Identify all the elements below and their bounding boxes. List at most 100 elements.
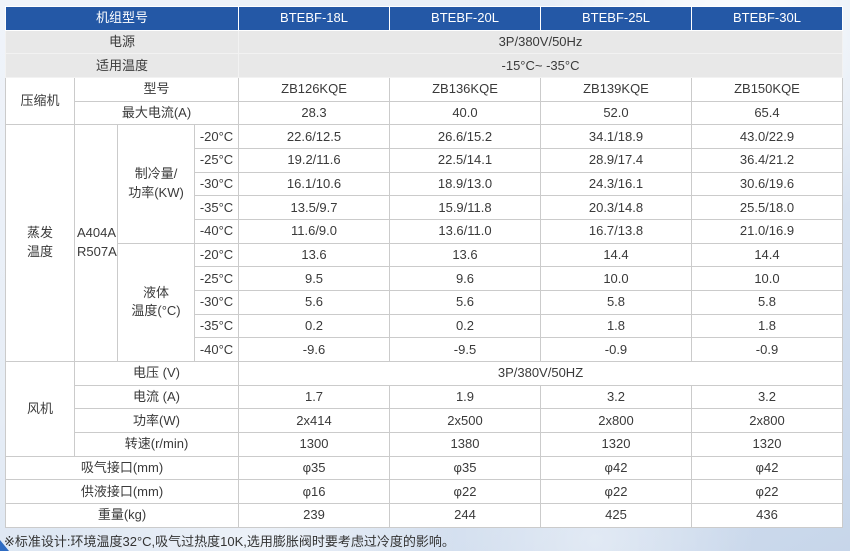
value-cell: 5.8	[690, 290, 844, 315]
liquid-label-line1: 液体	[142, 284, 169, 300]
cooling-row: -40°C 11.6/9.0 13.6/11.0 16.7/13.8 21.0/…	[6, 219, 844, 244]
value-cell: 425	[539, 503, 692, 528]
value-cell: 1.9	[389, 384, 541, 410]
value-cell: 244	[389, 503, 541, 528]
liquid-label-line2: 温度(°C)	[131, 303, 181, 319]
temp-label: -35°C	[193, 313, 240, 339]
weight-label: 重量(kg)	[4, 503, 240, 528]
value-cell: 0.2	[389, 313, 541, 339]
value-cell: 10.0	[690, 266, 844, 292]
liquid-row: 液体 温度(°C) -20°C 13.6 13.6 14.4 14.4	[6, 242, 844, 363]
liquid-row: -25°C 9.5 9.6 10.0 10.0	[6, 266, 844, 292]
unit-model-header: 机组型号	[4, 6, 240, 31]
value-cell: 13.6	[238, 242, 390, 268]
corner-triangle-decoration	[0, 540, 9, 551]
value-cell: 2x500	[389, 408, 541, 434]
temp-range-value: -15°C~ -35°C	[238, 53, 843, 79]
model-header-20l: BTEBF-20L	[389, 6, 541, 31]
value-cell: 24.3/16.1	[539, 171, 692, 197]
refrigerant-line2: R507A	[77, 244, 117, 260]
fan-speed-label: 转速(r/min)	[73, 432, 240, 457]
value-cell: -9.5	[389, 337, 541, 363]
temp-label: -40°C	[193, 219, 240, 244]
suction-port-label: 吸气接口(mm)	[4, 455, 240, 481]
value-cell: 1.8	[690, 313, 844, 339]
temp-label: -20°C	[193, 242, 240, 268]
weight-row: 重量(kg) 239 244 425 436	[4, 503, 844, 528]
value-cell: 22.6/12.5	[238, 124, 390, 150]
value-cell: 21.0/16.9	[690, 219, 844, 244]
temp-range-label: 适用温度	[4, 53, 240, 79]
cooling-label-line1: 制冷量/	[134, 166, 178, 182]
value-cell: 9.5	[238, 266, 390, 292]
fan-current-row: 电流 (A) 1.7 1.9 3.2 3.2	[6, 384, 844, 410]
value-cell: 22.5/14.1	[389, 148, 541, 173]
value-cell: 52.0	[539, 100, 692, 126]
value-cell: φ42	[690, 455, 844, 481]
temp-label: -25°C	[193, 148, 240, 173]
value-cell: 13.5/9.7	[238, 195, 390, 221]
value-cell: ZB126KQE	[238, 77, 390, 102]
value-cell: 5.6	[238, 290, 390, 315]
cooling-label-line2: 功率(KW)	[128, 185, 184, 201]
cooling-row: -35°C 13.5/9.7 15.9/11.8 20.3/14.8 25.5/…	[6, 195, 844, 221]
value-cell: 5.8	[539, 290, 692, 315]
value-cell: 2x414	[238, 408, 390, 434]
compressor-section-label: 压缩机	[5, 77, 75, 126]
value-cell: 0.2	[238, 313, 390, 339]
value-cell: 19.2/11.6	[238, 148, 390, 173]
value-cell: 30.6/19.6	[690, 171, 844, 197]
model-header-25l: BTEBF-25L	[539, 6, 692, 31]
value-cell: 16.1/10.6	[238, 171, 390, 197]
value-cell: 18.9/13.0	[389, 171, 541, 197]
value-cell: φ22	[389, 479, 541, 505]
temp-label: -30°C	[193, 171, 240, 197]
cooling-capacity-label: 制冷量/ 功率(KW)	[117, 124, 195, 244]
compressor-current-label: 最大电流(A)	[73, 100, 240, 126]
value-cell: 1380	[389, 432, 541, 457]
fan-power-label: 功率(W)	[73, 408, 240, 434]
value-cell: -9.6	[238, 337, 390, 363]
value-cell: 1320	[690, 432, 844, 457]
value-cell: 43.0/22.9	[690, 124, 844, 150]
fan-power-row: 功率(W) 2x414 2x500 2x800 2x800	[6, 408, 844, 434]
value-cell: 3.2	[539, 384, 692, 410]
header-row: 机组型号 BTEBF-18L BTEBF-20L BTEBF-25L BTEBF…	[4, 6, 844, 31]
temp-label: -25°C	[193, 266, 240, 292]
fan-voltage-value: 3P/380V/50HZ	[238, 361, 843, 386]
temp-label: -40°C	[193, 337, 240, 363]
fan-voltage-row: 风机 电压 (V) 3P/380V/50HZ	[5, 361, 843, 457]
value-cell: 15.9/11.8	[389, 195, 541, 221]
fan-section-label: 风机	[5, 361, 75, 457]
temp-label: -20°C	[193, 124, 240, 150]
value-cell: 239	[238, 503, 390, 528]
value-cell: 16.7/13.8	[539, 219, 692, 244]
standard-design-footnote: ※标准设计:环境温度32°C,吸气过热度10K,选用膨胀阀时要考虑过冷度的影响。	[4, 534, 455, 549]
temp-range-row: 适用温度 -15°C~ -35°C	[4, 53, 843, 79]
value-cell: ZB139KQE	[539, 77, 692, 102]
value-cell: 14.4	[539, 242, 692, 268]
value-cell: 5.6	[389, 290, 541, 315]
value-cell: 34.1/18.9	[539, 124, 692, 150]
refrigerant-label: A404A R507A	[74, 124, 118, 363]
value-cell: 1320	[539, 432, 692, 457]
liquid-port-row: 供液接口(mm) φ16 φ22 φ22 φ22	[4, 479, 844, 505]
power-value: 3P/380V/50Hz	[238, 29, 843, 55]
cooling-row: -25°C 19.2/11.6 22.5/14.1 28.9/17.4 36.4…	[6, 148, 844, 173]
value-cell: 436	[690, 503, 844, 528]
spec-table: 机组型号 BTEBF-18L BTEBF-20L BTEBF-25L BTEBF…	[4, 6, 844, 528]
liquid-temp-label: 液体 温度(°C)	[117, 242, 195, 363]
value-cell: 1300	[238, 432, 390, 457]
evap-label-line1: 蒸发	[26, 225, 53, 241]
value-cell: ZB150KQE	[690, 77, 844, 102]
fan-current-label: 电流 (A)	[73, 384, 240, 410]
value-cell: 11.6/9.0	[238, 219, 390, 244]
value-cell: φ22	[690, 479, 844, 505]
value-cell: 13.6	[389, 242, 541, 268]
value-cell: -0.9	[539, 337, 692, 363]
value-cell: 1.8	[539, 313, 692, 339]
cooling-row: 蒸发 温度 A404A R507A 制冷量/ 功率(KW) -20°C 22.6…	[5, 124, 844, 363]
value-cell: φ16	[238, 479, 390, 505]
value-cell: 14.4	[690, 242, 844, 268]
